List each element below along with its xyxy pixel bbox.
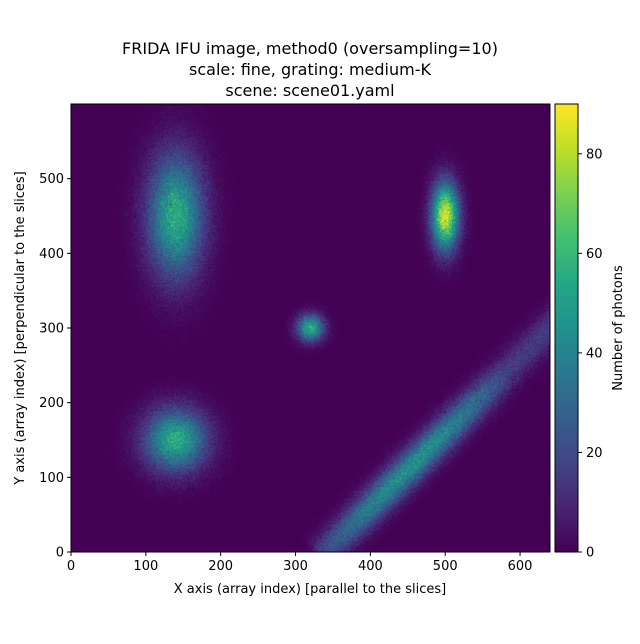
colorbar-ticks: 0 20 40 60 80 <box>578 147 603 561</box>
colorbar-tick-label: 60 <box>586 247 603 262</box>
y-tick-label: 500 <box>39 172 64 187</box>
colorbar-tick-label: 40 <box>586 346 603 361</box>
x-tick-label: 300 <box>283 559 308 574</box>
heatmap-image <box>71 104 550 552</box>
y-axis-label: Y axis (array index) [perpendicular to t… <box>13 171 28 485</box>
x-tick-label: 0 <box>67 559 75 574</box>
chart-title-line-2: scale: fine, grating: medium-K <box>189 60 432 79</box>
x-tick-label: 200 <box>208 559 233 574</box>
y-axis: 0 100 200 300 400 500 <box>39 172 71 561</box>
colorbar-label: Number of photons <box>611 265 626 391</box>
x-axis-label: X axis (array index) [parallel to the sl… <box>174 582 446 597</box>
colorbar <box>554 103 579 553</box>
y-tick-label: 100 <box>39 471 64 486</box>
x-tick-label: 500 <box>433 559 458 574</box>
y-tick-label: 400 <box>39 247 64 262</box>
colorbar-tick-label: 20 <box>586 446 603 461</box>
heatmap-area <box>71 104 550 552</box>
y-tick-label: 200 <box>39 396 64 411</box>
y-tick-label: 300 <box>39 322 64 337</box>
chart-title-line-3: scene: scene01.yaml <box>225 81 394 100</box>
x-tick-label: 100 <box>133 559 158 574</box>
x-tick-label: 400 <box>358 559 383 574</box>
chart-title-line-1: FRIDA IFU image, method0 (oversampling=1… <box>122 39 498 58</box>
colorbar-tick-label: 80 <box>586 147 603 162</box>
x-axis: 0 100 200 300 400 500 600 <box>67 552 533 574</box>
x-tick-label: 600 <box>508 559 533 574</box>
colorbar-tick-label: 0 <box>586 546 594 561</box>
y-tick-label: 0 <box>56 546 64 561</box>
